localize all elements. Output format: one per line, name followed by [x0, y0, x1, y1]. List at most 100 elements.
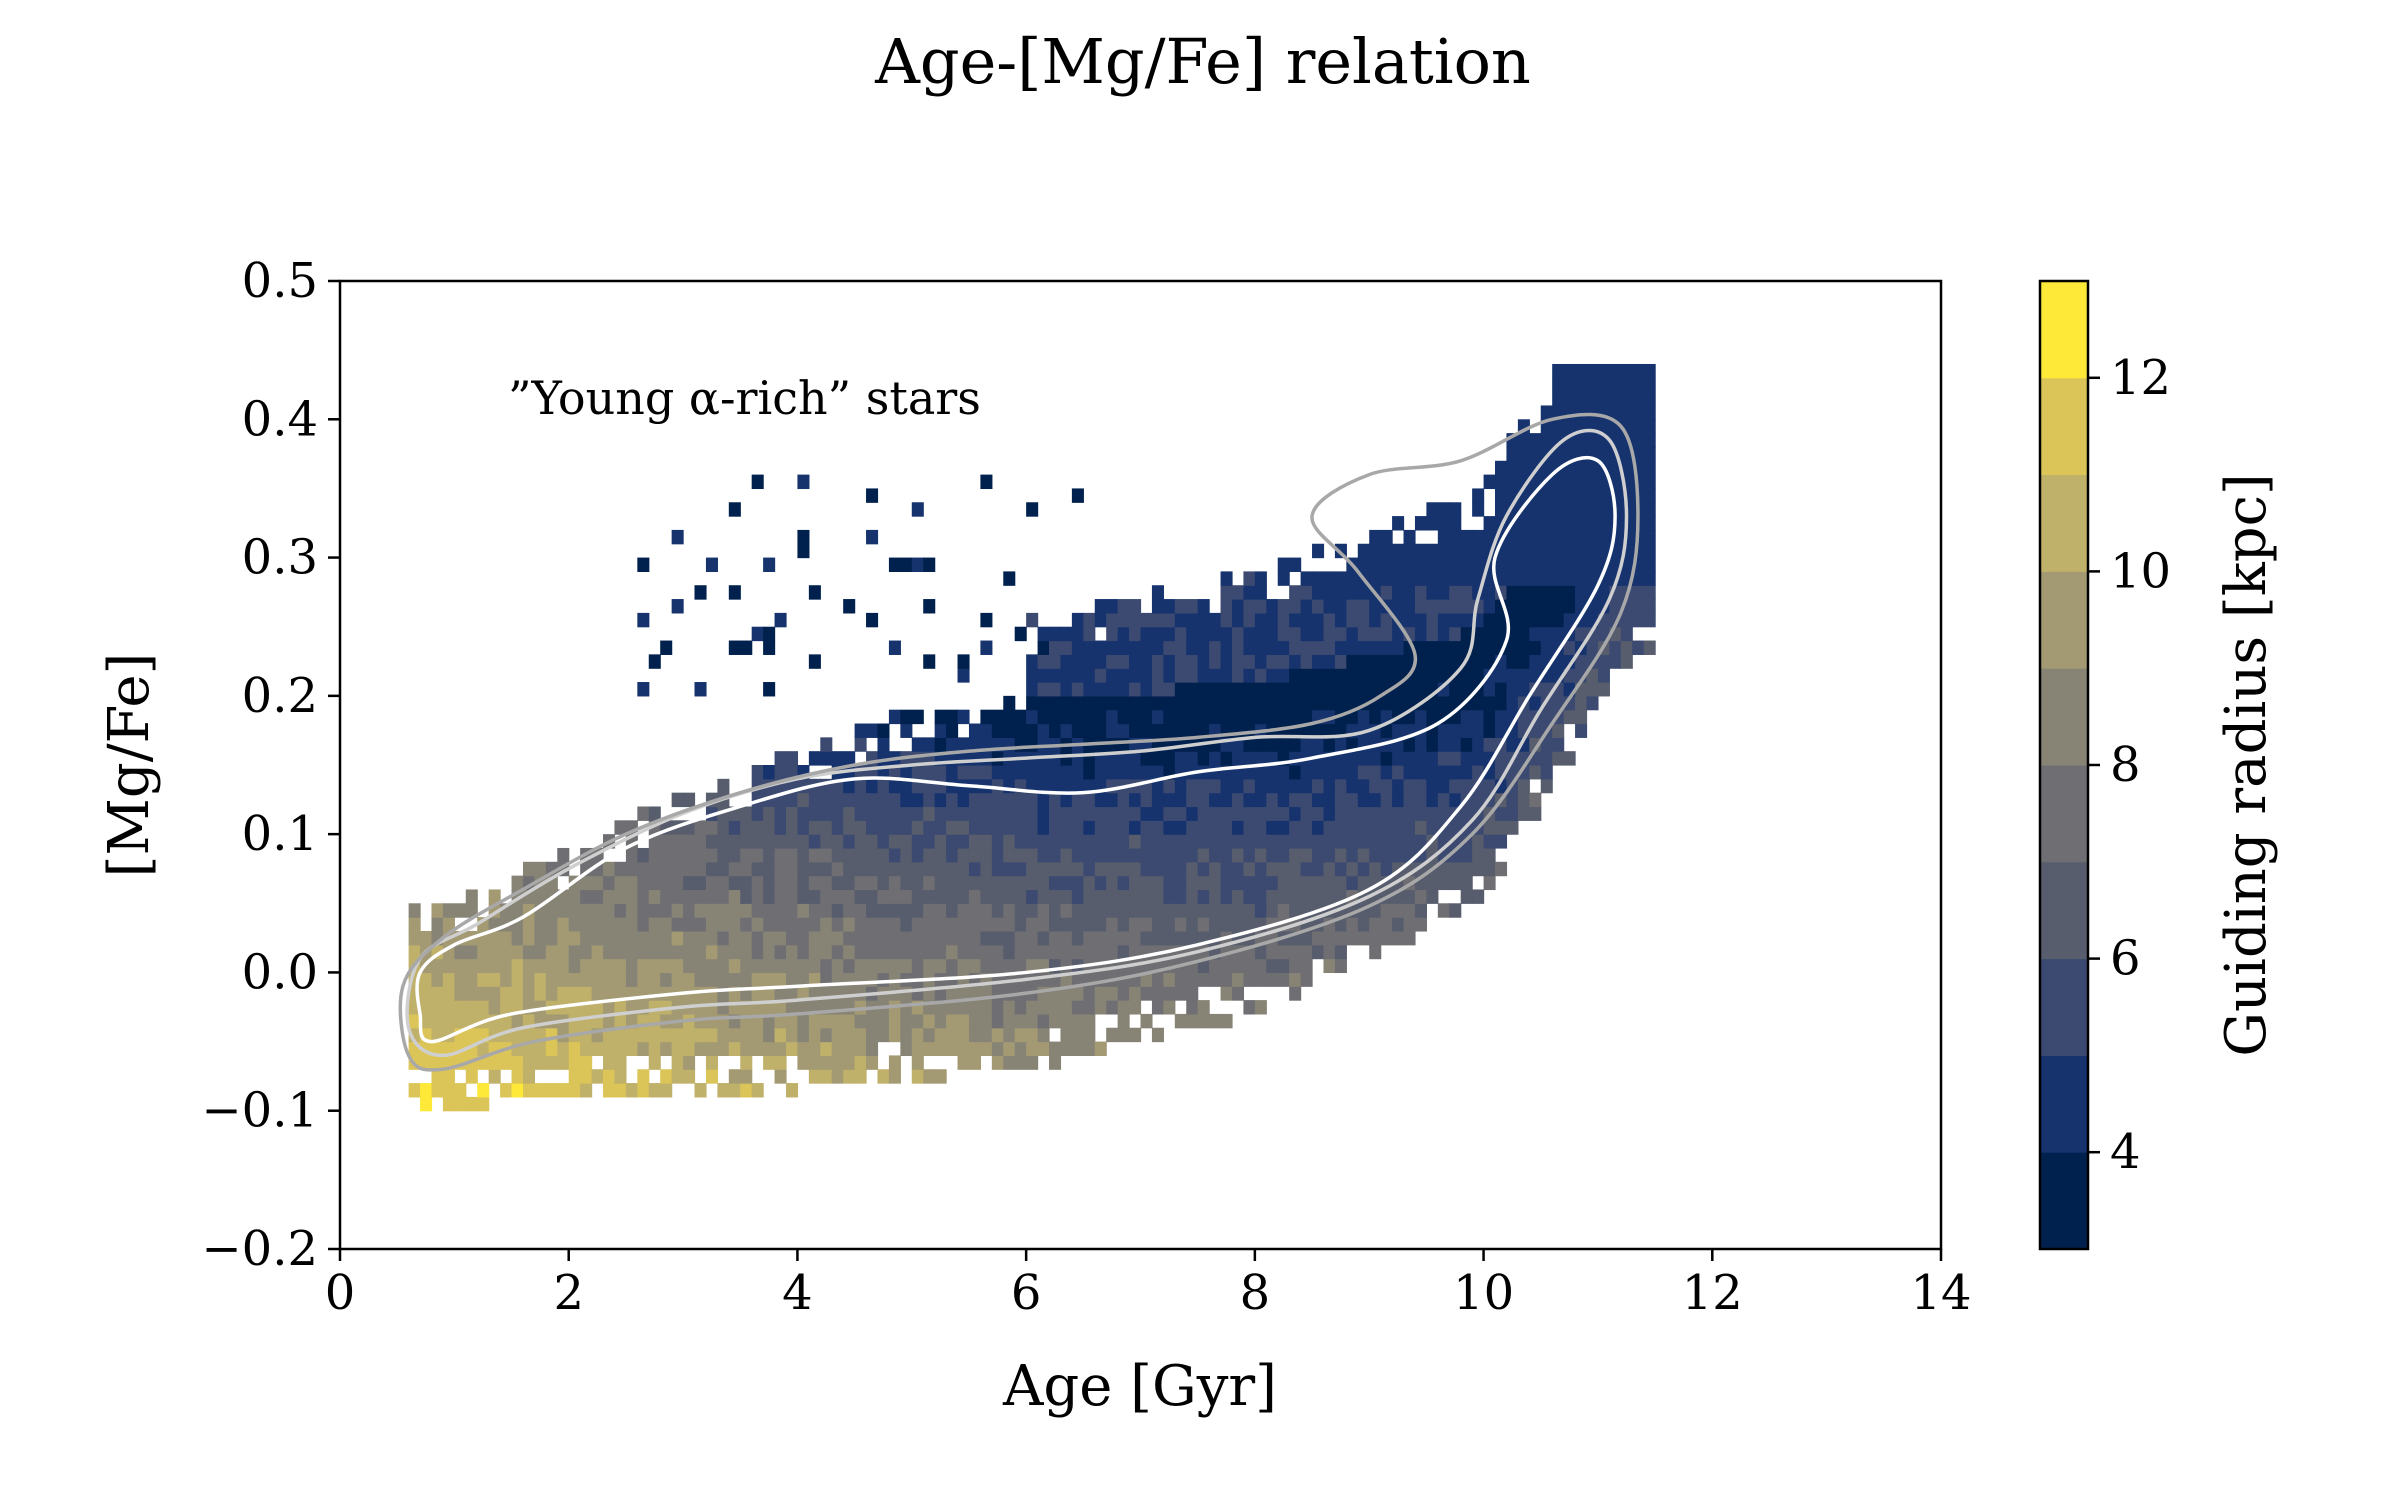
colorbar-level — [2040, 668, 2088, 766]
heatmap-cell — [911, 1027, 924, 1043]
heatmap-cell — [1174, 695, 1187, 711]
heatmap-cell — [580, 986, 593, 1001]
heatmap-cell — [1209, 654, 1222, 669]
heatmap-cell — [545, 944, 558, 960]
heatmap-cell — [1426, 737, 1439, 752]
heatmap-cell — [1289, 889, 1302, 904]
heatmap-cell — [603, 930, 616, 946]
heatmap-cell — [1277, 944, 1290, 960]
heatmap-cell — [580, 1041, 593, 1056]
heatmap-cell — [854, 737, 867, 752]
heatmap-cell — [1014, 930, 1027, 946]
heatmap-cell — [946, 917, 959, 932]
heatmap-cell — [1277, 695, 1290, 711]
heatmap-cell — [1026, 695, 1039, 711]
heatmap-cell — [751, 1083, 764, 1098]
heatmap-cell — [1083, 861, 1096, 877]
heatmap-cell — [1060, 751, 1073, 766]
heatmap-cell — [1209, 682, 1222, 697]
heatmap-cell — [877, 1069, 890, 1084]
heatmap-cell — [1151, 834, 1164, 849]
heatmap-cell — [1254, 944, 1267, 960]
heatmap-cell — [1586, 571, 1599, 586]
heatmap-cell — [1586, 529, 1599, 545]
heatmap-cell — [1186, 751, 1199, 766]
heatmap-cell — [1575, 474, 1588, 490]
heatmap-cell — [1243, 765, 1256, 780]
heatmap-cell — [1369, 751, 1382, 766]
heatmap-cell — [660, 972, 673, 987]
heatmap-cell — [1083, 792, 1096, 808]
heatmap-cell — [1414, 847, 1427, 863]
heatmap-cell — [1049, 930, 1062, 946]
heatmap-cell — [1563, 419, 1576, 434]
heatmap-cell — [1289, 847, 1302, 863]
heatmap-cell — [1220, 972, 1233, 987]
heatmap-cell — [1437, 585, 1450, 600]
heatmap-cell — [1117, 889, 1130, 904]
heatmap-cell — [1186, 682, 1199, 697]
heatmap-cell — [1060, 792, 1073, 808]
heatmap-cell — [1163, 612, 1176, 628]
heatmap-cell — [1620, 654, 1633, 669]
heatmap-cell — [854, 834, 867, 849]
heatmap-cell — [1117, 847, 1130, 863]
heatmap-cell — [843, 778, 856, 794]
heatmap-cell — [1289, 944, 1302, 960]
heatmap-cell — [408, 1013, 421, 1029]
heatmap-cell — [1117, 723, 1130, 738]
heatmap-cell — [740, 1055, 753, 1070]
heatmap-cell — [1414, 778, 1427, 794]
heatmap-cell — [1449, 875, 1462, 891]
heatmap-cell — [808, 875, 821, 891]
heatmap-cell — [1231, 986, 1245, 1001]
heatmap-cell — [1277, 765, 1290, 780]
heatmap-cell — [1014, 903, 1027, 918]
heatmap-cell — [911, 847, 924, 863]
heatmap-cell — [763, 1027, 776, 1043]
heatmap-cell — [1609, 654, 1622, 669]
heatmap-cell — [1151, 695, 1164, 711]
heatmap-cell — [923, 557, 936, 572]
heatmap-cell — [888, 930, 901, 946]
heatmap-cell — [637, 917, 650, 932]
heatmap-cell — [1049, 1055, 1062, 1070]
heatmap-cell — [1300, 695, 1313, 711]
heatmap-cell — [580, 972, 593, 987]
heatmap-cell — [1403, 585, 1416, 600]
heatmap-cell — [1220, 695, 1233, 711]
heatmap-cell — [991, 958, 1004, 974]
heatmap-cell — [968, 1013, 981, 1029]
heatmap-cell — [1197, 806, 1210, 821]
heatmap-cell — [980, 861, 993, 877]
heatmap-cell — [820, 1055, 833, 1070]
heatmap-cell — [637, 1069, 650, 1084]
heatmap-cell — [785, 806, 799, 821]
heatmap-cell — [843, 599, 856, 614]
heatmap-cell — [1323, 612, 1336, 628]
heatmap-cell — [934, 861, 947, 877]
heatmap-cell — [694, 958, 707, 974]
heatmap-cell — [1220, 875, 1233, 891]
heatmap-cell — [1334, 847, 1347, 863]
heatmap-cell — [717, 820, 730, 835]
heatmap-cell — [522, 944, 536, 960]
heatmap-cell — [637, 930, 650, 946]
heatmap-cell — [488, 958, 501, 974]
heatmap-cell — [1174, 972, 1187, 987]
heatmap-cell — [740, 958, 753, 974]
heatmap-cell — [1049, 654, 1062, 669]
heatmap-cell — [1483, 682, 1496, 697]
heatmap-cell — [1243, 847, 1256, 863]
heatmap-cell — [1277, 668, 1290, 683]
heatmap-cell — [568, 889, 581, 904]
heatmap-cell — [1037, 861, 1050, 877]
heatmap-cell — [1037, 1027, 1050, 1043]
heatmap-cell — [1129, 903, 1142, 918]
heatmap-cell — [820, 889, 833, 904]
heatmap-cell — [1643, 405, 1656, 420]
heatmap-cell — [866, 875, 879, 891]
heatmap-cell — [1129, 834, 1142, 849]
heatmap-cell — [1540, 612, 1553, 628]
heatmap-cell — [534, 972, 547, 987]
